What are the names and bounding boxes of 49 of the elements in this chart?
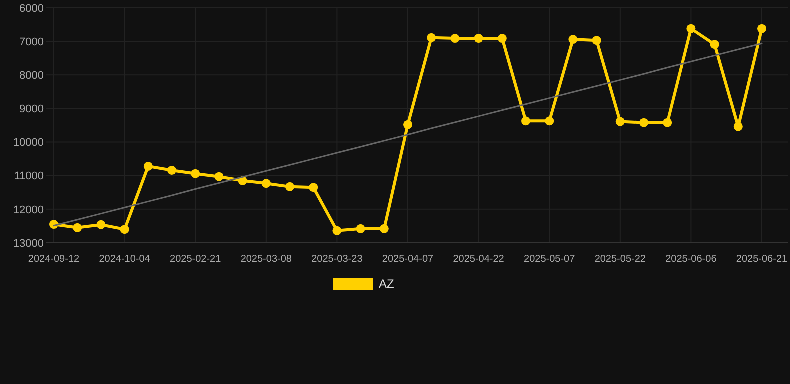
point [309,183,318,192]
point [758,24,766,34]
point [640,118,648,128]
y-tick-label: 8000 [20,70,44,82]
point [262,179,271,188]
y-tick-label: 11000 [14,170,44,183]
point [356,224,366,234]
x-tick-label: 2025-06-21 [736,254,788,265]
y-tick-label: 9000 [20,104,44,116]
point [332,226,342,236]
point [450,34,460,44]
y-tick-label: 7000 [20,36,44,48]
point [214,172,224,182]
point [734,122,743,132]
y-tick-label: 10000 [13,137,44,150]
point [380,224,389,234]
x-tick-label: 2025-04-07 [382,254,434,265]
point [568,35,578,44]
x-tick-label: 2025-05-22 [594,254,646,265]
y-tick-label: 12000 [13,204,44,216]
point [168,166,176,175]
y-tick-label: 13000 [13,238,44,250]
point [286,182,294,192]
point [616,117,625,126]
point [498,34,507,44]
point [404,120,412,130]
x-tick-label: 2025-03-08 [240,254,292,265]
point [522,116,530,126]
point [663,118,672,128]
point [73,223,82,232]
x-tick-label: 2025-03-23 [312,254,364,265]
y-tick-label: 6000 [20,2,44,15]
x-tick-label: 2024-09-12 [28,254,80,265]
point [144,162,153,171]
x-tick-label: 2025-06-06 [666,254,718,265]
point [427,33,436,42]
x-tick-label: 2025-02-21 [170,254,222,265]
x-tick-label: 2025-04-22 [453,254,505,265]
point [545,116,554,126]
point [710,40,720,50]
point [96,220,106,230]
x-tick-label: 2024-10-04 [99,254,151,265]
point [686,24,696,34]
point [474,34,484,44]
legend-label: AZ [379,277,394,292]
point [120,225,130,234]
point [191,169,200,178]
x-tick-label: 2025-05-07 [524,254,576,265]
point [592,36,602,46]
